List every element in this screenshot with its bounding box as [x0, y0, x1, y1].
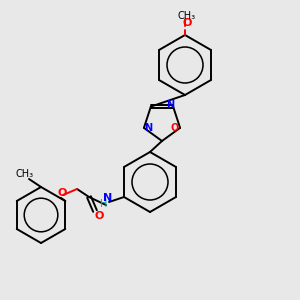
Text: N: N: [166, 100, 174, 110]
Text: N: N: [103, 193, 112, 203]
Text: N: N: [144, 123, 152, 133]
Text: H: H: [100, 199, 108, 209]
Text: CH₃: CH₃: [178, 11, 196, 21]
Text: CH₃: CH₃: [16, 169, 34, 179]
Text: O: O: [94, 211, 104, 221]
Text: O: O: [57, 188, 67, 198]
Text: O: O: [171, 123, 179, 133]
Text: O: O: [182, 18, 192, 28]
